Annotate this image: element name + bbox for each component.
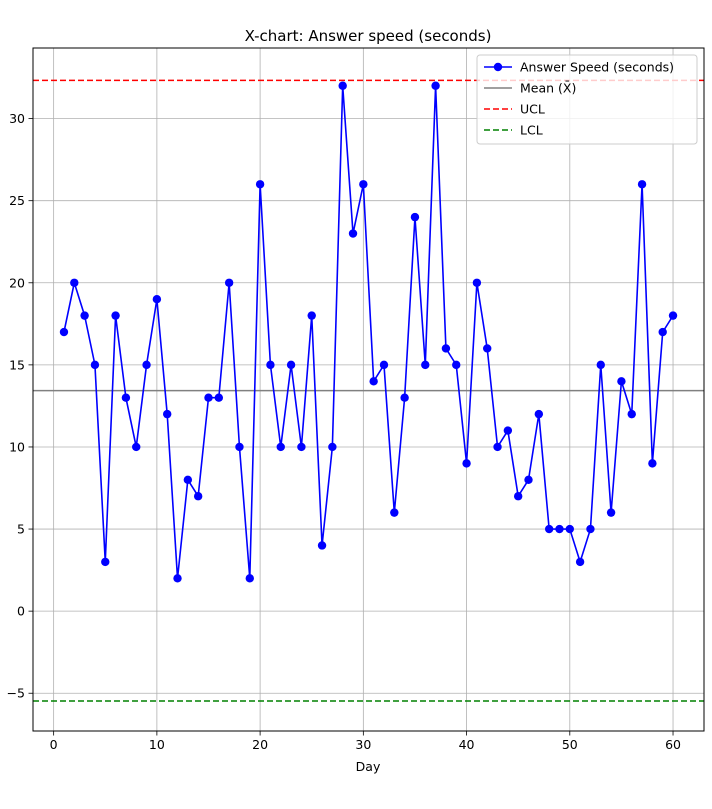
plot-area-frame [32,47,705,732]
data-point [534,409,544,419]
data-point [462,459,471,468]
data-point [338,81,347,90]
legend-box [476,54,698,145]
y-axis: −5 0 5 10 15 20 25 30 [7,111,33,701]
data-point [276,442,285,452]
data-point [348,229,358,238]
data-point [410,212,420,222]
data-point [648,459,657,468]
data-point [596,360,605,370]
legend-label-lcl: LCL [520,123,543,138]
data-point [90,360,100,370]
data-point [193,492,203,501]
y-tick-label: 25 [9,193,25,208]
y-tick-label: 0 [17,604,25,619]
data-point [101,557,110,567]
data-point [70,278,79,287]
data-point [369,377,378,386]
data-point [245,574,254,583]
data-point [606,508,616,517]
data-point [328,442,337,452]
data-point [317,541,327,550]
x-axis-label: Day [356,759,381,774]
data-point [555,524,564,534]
x-axis: 0 10 20 30 40 50 60 [50,731,681,752]
data-point [121,393,131,402]
x-tick-label: 40 [459,737,475,752]
series-layer [59,81,678,583]
data-point [111,311,120,320]
data-point [658,327,667,337]
data-point [224,278,234,287]
data-point [379,360,389,370]
data-point [472,278,482,287]
chart-title: X-chart: Answer speed (seconds) [245,27,492,45]
data-point [359,180,368,189]
y-tick-label: 15 [9,357,25,372]
data-point [441,344,451,353]
series-line [63,84,674,580]
y-tick-label: 5 [17,522,25,537]
data-point [524,475,533,485]
data-point [59,327,69,337]
data-point [235,442,244,452]
data-point [80,311,89,320]
legend-label-mean: Mean (X̄) [520,81,576,96]
data-point [503,426,513,435]
data-point [668,311,678,320]
x-tick-label: 60 [665,737,681,752]
data-point [637,180,647,189]
data-point [173,574,182,583]
data-point [152,294,162,304]
data-point [204,393,213,402]
x-tick-label: 10 [149,737,165,752]
data-point [255,180,265,189]
data-point [627,409,636,419]
x-tick-label: 20 [252,737,268,752]
data-point [575,557,585,567]
legend-label-speed: Answer Speed (seconds) [520,60,674,75]
x-tick-label: 30 [355,737,371,752]
data-point [421,360,430,370]
data-point [183,475,193,485]
data-point [431,81,440,90]
legend-marker-speed [493,62,503,72]
y-tick-label: 30 [9,111,25,126]
data-point [586,524,595,534]
y-tick-label: −5 [7,686,25,701]
data-point [483,344,492,353]
data-point [617,377,626,386]
legend: Answer Speed (seconds) Mean (X̄) UCL LCL [476,54,698,145]
data-point [493,442,502,452]
data-point [400,393,409,402]
data-point [513,492,523,501]
data-point [565,524,574,534]
data-point [544,524,554,534]
legend-label-ucl: UCL [520,102,545,117]
data-point [142,360,151,370]
data-point [452,360,461,370]
data-point [286,360,296,370]
x-tick-label: 0 [50,737,58,752]
data-point [132,442,141,452]
data-point [390,508,399,517]
y-tick-label: 10 [9,439,25,454]
data-point [214,393,224,402]
data-point [266,360,275,370]
data-point [297,442,306,452]
data-point [163,409,172,419]
data-point [307,311,316,320]
y-tick-label: 20 [9,275,25,290]
x-tick-label: 50 [562,737,578,752]
